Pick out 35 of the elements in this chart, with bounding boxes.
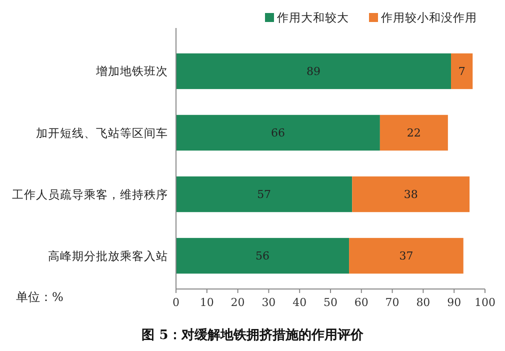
bar	[176, 238, 350, 274]
data-label: 57	[257, 188, 272, 202]
x-tick-label: 100	[474, 296, 496, 309]
x-tick-label: 50	[324, 296, 338, 309]
y-tick-label: 高峰期分批放乘客入站	[48, 248, 168, 263]
bar	[380, 114, 448, 151]
x-tick-label: 60	[354, 296, 368, 309]
text: 单位：%	[16, 290, 64, 304]
bar	[176, 53, 452, 90]
x-tick-label: 10	[200, 296, 214, 309]
x-tick-label: 20	[230, 296, 245, 309]
legend-label: 作用大和较大	[276, 10, 349, 24]
data-label: 22	[406, 126, 421, 140]
x-tick-label: 80	[416, 296, 430, 309]
bar	[176, 176, 352, 212]
y-tick-label: 加开短线、飞站等区间车	[36, 126, 168, 140]
x-tick-label: 70	[385, 296, 400, 309]
x-tick-label: 90	[447, 296, 462, 309]
x-tick-label: 0	[172, 296, 180, 309]
data-label: 56	[256, 250, 270, 263]
text: 图 5：对缓解地铁拥挤措施的作用评价	[142, 327, 364, 343]
data-label: 89	[306, 65, 321, 78]
data-label: 7	[458, 65, 466, 78]
bar	[176, 114, 380, 151]
y-tick-label: 增加地铁班次	[95, 64, 168, 78]
y-tick-label: 工作人员疏导乘客，维持秩序	[12, 187, 168, 202]
data-label: 37	[399, 250, 414, 263]
legend-label: 作用较小和没作用	[380, 10, 477, 24]
bar	[352, 176, 470, 212]
bar	[349, 238, 464, 274]
data-label: 66	[270, 126, 285, 140]
data-label: 38	[404, 188, 418, 202]
x-tick-label: 30	[262, 296, 276, 309]
bar	[451, 53, 473, 90]
x-tick-label: 40	[292, 296, 307, 309]
